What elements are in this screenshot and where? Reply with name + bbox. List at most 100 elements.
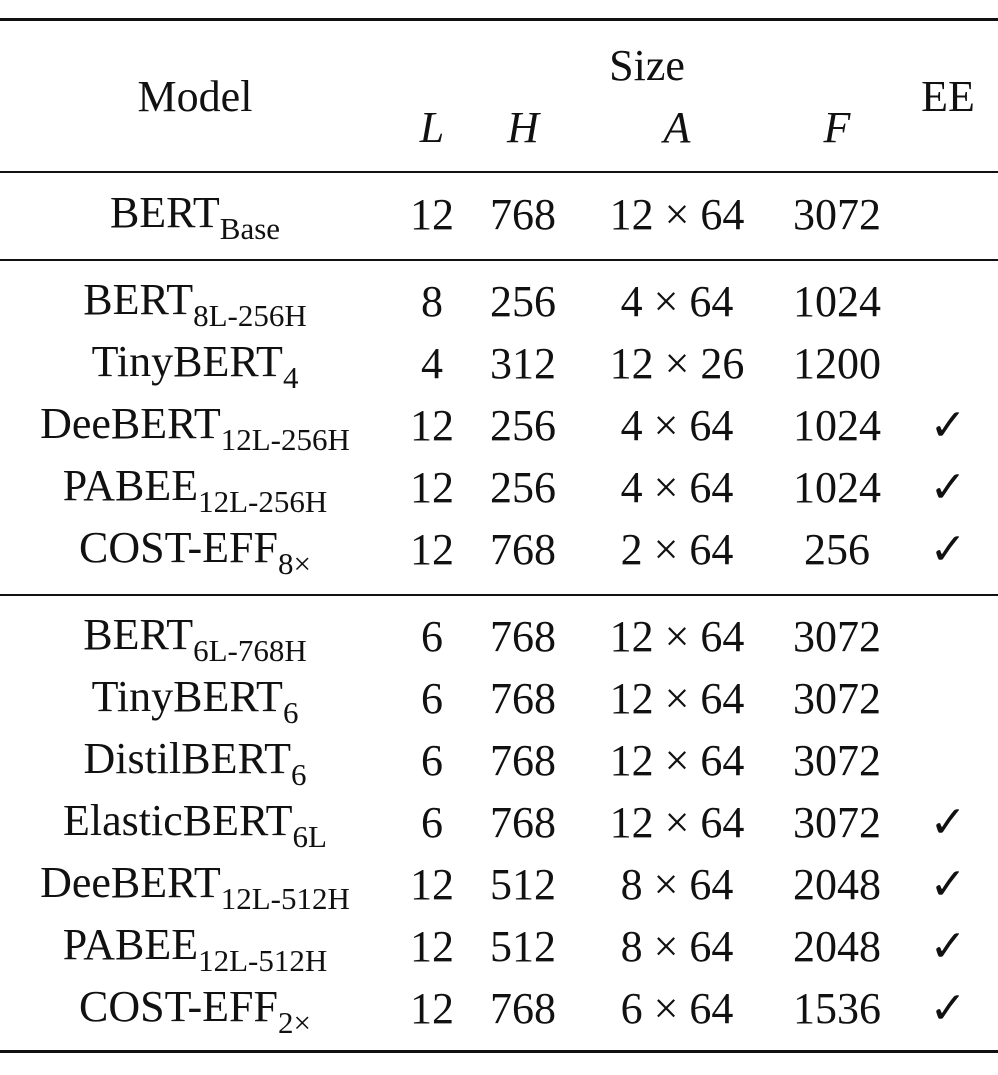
model-name: DistilBERT	[83, 734, 292, 783]
model-name: TinyBERT	[91, 672, 283, 721]
model-cell: TinyBERT6	[91, 672, 299, 730]
model-name: PABEE	[62, 920, 199, 969]
size-cell: 6	[421, 736, 443, 785]
size-cell: 3072	[793, 612, 881, 661]
model-name: COST-EFF	[79, 982, 278, 1031]
size-cell: 1200	[793, 339, 881, 388]
model-name: PABEE	[62, 461, 199, 510]
model-subscript: 6L-768H	[193, 633, 307, 668]
size-cell: 3072	[793, 674, 881, 723]
size-cell: 12	[410, 463, 454, 512]
model-subscript: 12L-512H	[220, 881, 350, 916]
top-rule	[0, 18, 998, 21]
model-cell: ElasticBERT6L	[63, 796, 327, 854]
size-cell: 6	[421, 674, 443, 723]
mid-rule	[0, 594, 998, 596]
size-cell: 3072	[793, 798, 881, 847]
model-cell: BERT6L-768H	[83, 610, 306, 668]
model-subscript: 8×	[277, 546, 311, 581]
size-cell: 12 × 64	[609, 190, 745, 239]
model-subscript: 12L-256H	[220, 422, 350, 457]
model-name: BERT	[83, 610, 194, 659]
model-cell: DistilBERT6	[83, 734, 306, 792]
size-cell: 512	[490, 860, 556, 909]
size-cell: 512	[490, 922, 556, 971]
ee-check: ✓	[929, 922, 967, 971]
model-cell: DeeBERT12L-256H	[40, 399, 350, 457]
size-cell: 8 × 64	[620, 922, 734, 971]
size-cell: 3072	[793, 190, 881, 239]
size-cell: 768	[490, 612, 556, 661]
model-subscript: 12L-256H	[198, 484, 328, 519]
model-name: BERT	[83, 275, 194, 324]
bottom-rule	[0, 1050, 998, 1053]
size-cell: 768	[490, 190, 556, 239]
ee-check: ✓	[929, 463, 967, 512]
model-subscript: 4	[282, 360, 299, 395]
size-cell: 4 × 64	[620, 277, 734, 326]
size-cell: 256	[490, 277, 556, 326]
size-cell: 2048	[793, 922, 881, 971]
size-cell: 4 × 64	[620, 401, 734, 450]
ee-check: ✓	[929, 525, 967, 574]
size-cell: 1024	[793, 277, 881, 326]
ee-check: ✓	[929, 984, 967, 1033]
size-cell: 768	[490, 984, 556, 1033]
size-cell: 12 × 26	[609, 339, 745, 388]
model-name: COST-EFF	[79, 523, 278, 572]
size-cell: 2 × 64	[620, 525, 734, 574]
model-subscript: 6L	[292, 819, 327, 854]
size-cell: 12	[410, 860, 454, 909]
size-cell: 768	[490, 736, 556, 785]
model-subscript: 6	[282, 695, 299, 730]
model-cell: DeeBERT12L-512H	[40, 858, 350, 916]
model-cell: BERTBase	[110, 188, 280, 246]
ee-check: ✓	[929, 798, 967, 847]
size-cell: 4 × 64	[620, 463, 734, 512]
size-cell: 12	[410, 401, 454, 450]
size-cell: 6	[421, 798, 443, 847]
model-cell: COST-EFF2×	[79, 982, 311, 1040]
size-cell: 256	[490, 463, 556, 512]
size-cell: 1024	[793, 463, 881, 512]
size-cell: 768	[490, 674, 556, 723]
size-cell: 8	[421, 277, 443, 326]
header-col: A	[663, 103, 691, 152]
model-cell: COST-EFF8×	[79, 523, 311, 581]
model-subscript: Base	[219, 211, 281, 246]
size-cell: 8 × 64	[620, 860, 734, 909]
model-cell: PABEE12L-256H	[62, 461, 327, 519]
model-name: TinyBERT	[91, 337, 283, 386]
size-cell: 6 × 64	[620, 984, 734, 1033]
model-subscript: 2×	[277, 1005, 311, 1040]
size-cell: 12	[410, 922, 454, 971]
mid-rule	[0, 259, 998, 261]
model-subscript: 12L-512H	[198, 943, 328, 978]
size-cell: 768	[490, 798, 556, 847]
model-cell: BERT8L-256H	[83, 275, 306, 333]
size-cell: 12 × 64	[609, 798, 745, 847]
size-cell: 12	[410, 984, 454, 1033]
mid-rule	[0, 171, 998, 173]
model-subscript: 8L-256H	[193, 298, 307, 333]
size-cell: 6	[421, 612, 443, 661]
header-size: Size	[609, 41, 685, 90]
header-col: L	[419, 103, 445, 152]
size-cell: 768	[490, 525, 556, 574]
model-name: DeeBERT	[40, 858, 221, 907]
size-cell: 256	[804, 525, 870, 574]
model-cell: TinyBERT4	[91, 337, 299, 395]
size-cell: 2048	[793, 860, 881, 909]
model-name: DeeBERT	[40, 399, 221, 448]
size-cell: 12 × 64	[609, 736, 745, 785]
model-cell: PABEE12L-512H	[62, 920, 327, 978]
size-cell: 3072	[793, 736, 881, 785]
size-cell: 12 × 64	[609, 612, 745, 661]
size-cell: 12 × 64	[609, 674, 745, 723]
ee-check: ✓	[929, 401, 967, 450]
ee-check: ✓	[929, 860, 967, 909]
model-name: ElasticBERT	[63, 796, 293, 845]
size-cell: 12	[410, 190, 454, 239]
header-col: F	[823, 103, 851, 152]
